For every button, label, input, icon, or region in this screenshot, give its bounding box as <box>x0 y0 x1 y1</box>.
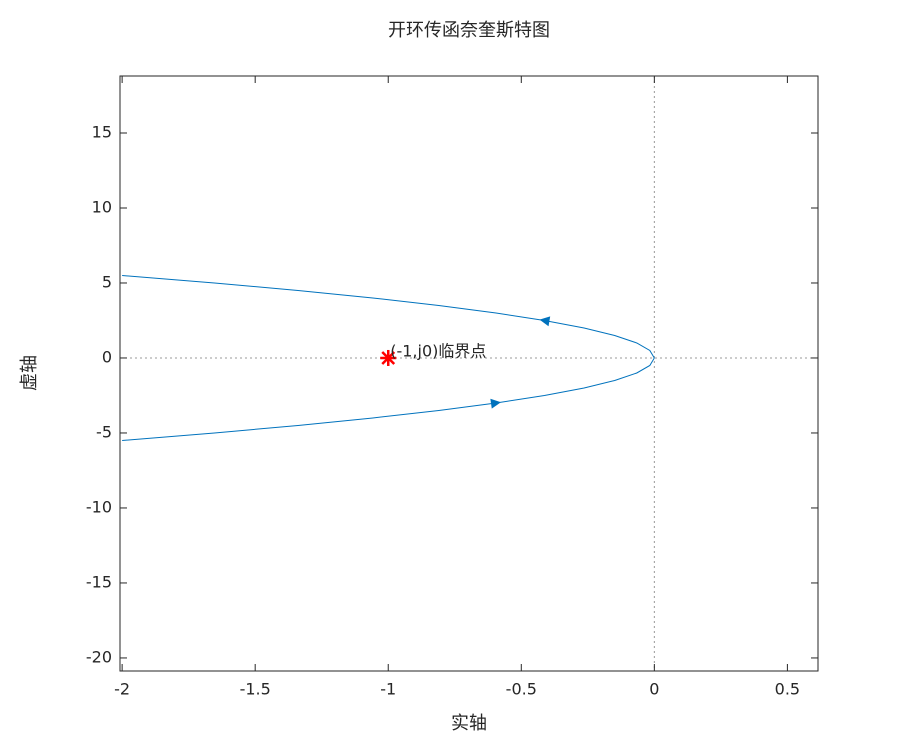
y-tick-label: 10 <box>92 197 112 216</box>
x-tick-label: -1 <box>380 680 396 699</box>
y-tick-label: -20 <box>86 647 112 666</box>
y-tick-label: 15 <box>92 122 112 141</box>
critical-point-marker <box>380 349 397 366</box>
x-tick-label: 0.5 <box>775 680 800 699</box>
x-tick-label: 0 <box>649 680 659 699</box>
x-tick-label: -2 <box>114 680 130 699</box>
y-tick-label: -15 <box>86 572 112 591</box>
y-tick-label: -5 <box>96 422 112 441</box>
y-tick-label: -10 <box>86 497 112 516</box>
annotation: (-1,j0)临界点 <box>390 341 486 360</box>
plot-box <box>119 75 819 672</box>
marker-stroke <box>381 351 396 365</box>
x-axis-label: 实轴 <box>451 713 487 734</box>
nyquist-curve <box>122 357 655 441</box>
y-axis-label: 虚轴 <box>19 355 40 391</box>
nyquist-curve <box>122 274 655 359</box>
direction-arrow <box>539 316 551 327</box>
x-tick-label: -1.5 <box>240 680 271 699</box>
x-tick-label: -0.5 <box>506 680 537 699</box>
direction-arrow <box>490 398 501 409</box>
y-tick-label: 0 <box>102 347 112 366</box>
y-tick-label: 5 <box>102 272 112 291</box>
chart-title: 开环传函奈奎斯特图 <box>388 20 550 41</box>
